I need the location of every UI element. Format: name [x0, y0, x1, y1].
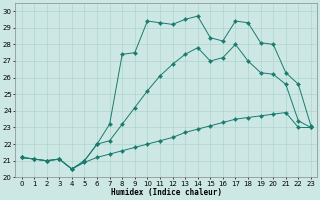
X-axis label: Humidex (Indice chaleur): Humidex (Indice chaleur) — [111, 188, 222, 197]
